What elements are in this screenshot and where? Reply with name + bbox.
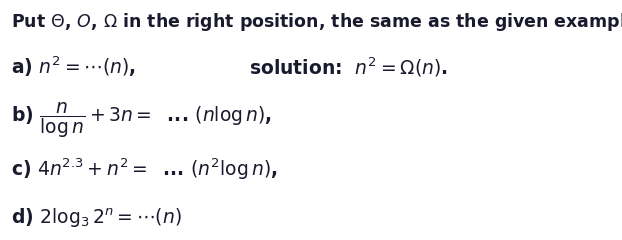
Text: c) $4n^{2.3} + n^2 =\;$ ... $(n^2\log n)$,: c) $4n^{2.3} + n^2 =\;$ ... $(n^2\log n)… — [11, 156, 277, 182]
Text: d) $2\log_3 2^n = {\cdots}(n)$: d) $2\log_3 2^n = {\cdots}(n)$ — [11, 207, 182, 230]
Text: solution:  $n^2 = \Omega(n)$.: solution: $n^2 = \Omega(n)$. — [249, 55, 447, 79]
Text: b) $\dfrac{n}{\log n} + 3n =\;$ ... $(n\log n)$,: b) $\dfrac{n}{\log n} + 3n =\;$ ... $(n\… — [11, 100, 272, 140]
Text: Put $\mathit{\Theta}$, $\mathit{O}$, $\mathit{\Omega}$ in the right position, th: Put $\mathit{\Theta}$, $\mathit{O}$, $\m… — [11, 11, 622, 33]
Text: a) $n^2 = {\cdots}(n)$,: a) $n^2 = {\cdots}(n)$, — [11, 55, 136, 79]
